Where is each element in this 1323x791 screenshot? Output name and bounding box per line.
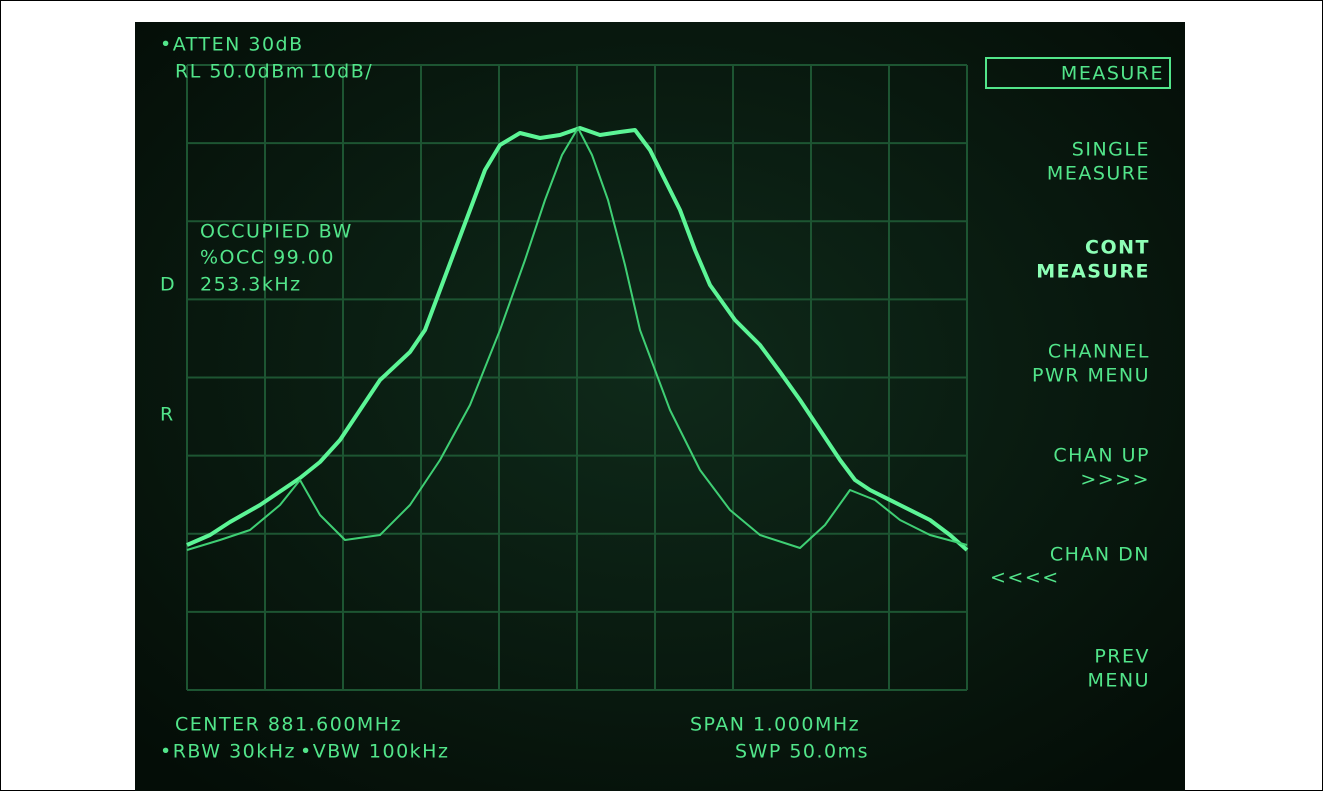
softkey-title: MEASURE	[1061, 63, 1164, 85]
atten-label: •ATTEN 30dB	[160, 34, 304, 56]
softkey-channel-pwr[interactable]: PWR MENU	[1032, 365, 1150, 387]
rbw-label: •RBW 30kHz	[160, 741, 296, 763]
sweep-label: SWP 50.0ms	[735, 741, 869, 763]
softkey-single[interactable]: SINGLE	[1072, 139, 1150, 161]
ref-level-label: RL 50.0dBm	[175, 61, 306, 83]
wide-trace	[186, 126, 969, 552]
softkey-chan-dn[interactable]: <<<<	[990, 567, 1060, 589]
readout-occ: %OCC 99.00	[200, 247, 335, 269]
softkey-cont[interactable]: MEASURE	[1036, 261, 1150, 283]
screen-background	[135, 22, 1185, 791]
softkey-single[interactable]: MEASURE	[1047, 163, 1150, 185]
softkey-channel-pwr[interactable]: CHANNEL	[1048, 341, 1150, 363]
softkey-prev[interactable]: PREV	[1094, 646, 1150, 668]
softkey-chan-up[interactable]: >>>>	[1080, 469, 1150, 491]
narrow-trace	[186, 127, 968, 551]
graticule	[186, 64, 968, 691]
d-marker: D	[160, 274, 176, 296]
softkey-prev[interactable]: MENU	[1087, 670, 1150, 692]
readout-bandwidth: 253.3kHz	[200, 274, 302, 296]
softkey-chan-dn[interactable]: CHAN DN	[1050, 544, 1150, 566]
r-marker: R	[160, 404, 175, 426]
softkey-cont[interactable]: CONT	[1085, 237, 1150, 259]
vbw-label: •VBW 100kHz	[300, 741, 449, 763]
span-label: SPAN 1.000MHz	[690, 714, 860, 736]
center-label: CENTER 881.600MHz	[175, 714, 402, 736]
softkey-title-box	[985, 57, 1171, 89]
readout-label: OCCUPIED BW	[200, 221, 353, 243]
scale-label: 10dB/	[310, 61, 373, 83]
softkey-chan-up[interactable]: CHAN UP	[1053, 445, 1150, 467]
